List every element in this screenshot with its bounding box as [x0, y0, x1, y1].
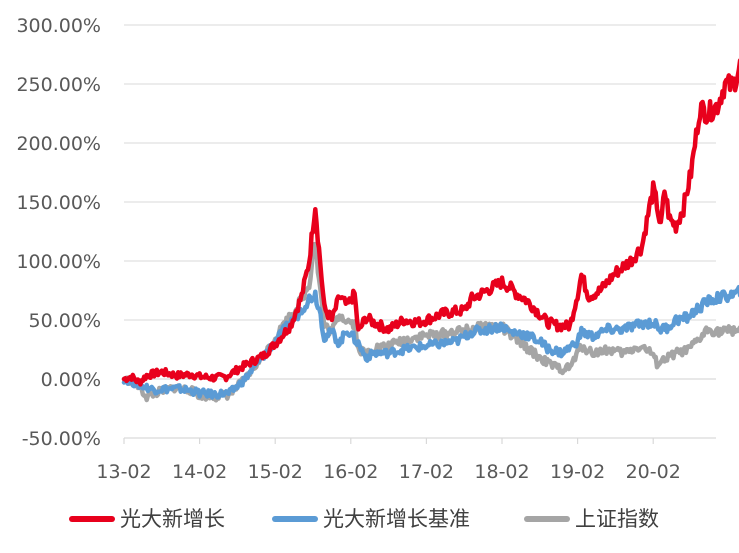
series-line-red	[121, 58, 739, 387]
legend-label-gray: 上证指数	[575, 507, 659, 531]
x-tick-label: 13-02	[96, 461, 151, 483]
x-tick-label: 14-02	[172, 461, 227, 483]
y-tick-label: -50.00%	[22, 428, 101, 450]
x-tick-label: 17-02	[399, 461, 454, 483]
x-axis-tick-labels: 13-02 14-02 15-02 16-02 17-02 18-02 19-0…	[96, 461, 680, 483]
y-tick-label: 150.00%	[16, 192, 101, 214]
y-tick-label: 100.00%	[16, 251, 101, 273]
x-tick-label: 16-02	[323, 461, 378, 483]
y-tick-label: 250.00%	[16, 74, 101, 96]
x-tick-label: 18-02	[474, 461, 529, 483]
series-lines	[121, 58, 739, 403]
legend-label-blue: 光大新增长基准	[323, 507, 470, 531]
legend-label-red: 光大新增长	[120, 507, 225, 531]
y-axis-tick-labels: 300.00% 250.00% 200.00% 150.00% 100.00% …	[16, 15, 101, 450]
x-tick-label: 20-02	[626, 461, 681, 483]
x-tick-label: 15-02	[248, 461, 303, 483]
y-tick-label: 0.00%	[41, 369, 101, 391]
y-tick-label: 50.00%	[29, 310, 101, 332]
x-tick-label: 19-02	[550, 461, 605, 483]
legend: 光大新增长 光大新增长基准 上证指数	[69, 507, 659, 531]
series-line-blue	[121, 284, 739, 400]
x-axis	[123, 378, 716, 444]
y-tick-label: 200.00%	[16, 133, 101, 155]
y-tick-label: 300.00%	[16, 15, 101, 37]
